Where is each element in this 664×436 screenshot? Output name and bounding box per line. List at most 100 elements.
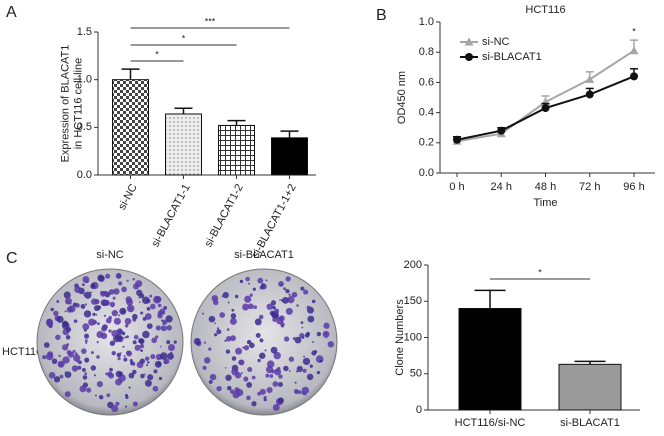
- colony: [226, 328, 230, 331]
- colony: [208, 315, 216, 323]
- colony: [280, 284, 283, 286]
- colony: [66, 301, 69, 305]
- colony: [203, 341, 207, 344]
- colony: [278, 281, 284, 287]
- colony: [311, 299, 316, 304]
- colony: [246, 381, 253, 388]
- colony: [252, 287, 256, 291]
- colony: [291, 291, 298, 298]
- colony: [299, 332, 305, 339]
- colony: [302, 368, 307, 373]
- colony: [105, 317, 112, 324]
- colony: [73, 319, 78, 323]
- significance-label: ***: [205, 16, 216, 26]
- bar: [558, 363, 622, 411]
- x-axis-label: Time: [533, 197, 557, 209]
- colony: [147, 374, 154, 381]
- y-tick-label: 150: [404, 295, 422, 307]
- colony: [66, 326, 72, 333]
- y-tick-label: 200: [404, 259, 422, 271]
- colony: [140, 373, 145, 379]
- colony: [249, 293, 253, 297]
- colony: [292, 337, 296, 341]
- colony: [96, 341, 99, 344]
- colony: [158, 376, 163, 381]
- x-tick-label: 0 h: [449, 181, 464, 193]
- colony: [285, 288, 290, 294]
- colony: [66, 306, 73, 313]
- y-tick-label: 0.0: [77, 169, 92, 181]
- colony: [82, 276, 90, 284]
- colony: [64, 391, 71, 398]
- colony: [230, 335, 236, 342]
- bar: [218, 124, 255, 176]
- x-tick-label: 96 h: [623, 181, 644, 193]
- colony: [216, 385, 222, 392]
- y-axis-label: Expression of BLACAT1: [59, 45, 71, 163]
- colony: [214, 322, 216, 325]
- colony: [118, 281, 123, 286]
- marker: [629, 46, 639, 55]
- colony: [78, 360, 82, 365]
- colony: [307, 315, 315, 323]
- colony: [115, 272, 122, 279]
- colony: [56, 315, 64, 323]
- colony: [234, 294, 239, 299]
- colony: [140, 349, 143, 353]
- colony: [115, 401, 120, 406]
- colony: [96, 380, 104, 388]
- y-tick-label: 1.0: [419, 16, 434, 28]
- colony: [265, 373, 270, 378]
- legend-label: si-NC: [482, 36, 510, 48]
- colony: [144, 313, 152, 320]
- colony: [266, 386, 273, 394]
- colony: [90, 365, 97, 371]
- colony: [285, 276, 291, 282]
- colony: [282, 296, 289, 304]
- colony: [109, 301, 116, 308]
- colony: [82, 283, 85, 287]
- colony: [261, 283, 265, 286]
- colony: [55, 334, 61, 341]
- colony: [288, 356, 295, 362]
- colony: [108, 372, 115, 379]
- colony: [126, 279, 129, 282]
- colony: [155, 335, 159, 339]
- colony: [301, 326, 304, 329]
- y-tick-label: 0.6: [419, 76, 434, 88]
- colony: [266, 303, 273, 310]
- colony: [279, 299, 281, 301]
- marker: [453, 135, 461, 144]
- colony: [115, 378, 122, 386]
- colony: [163, 306, 168, 310]
- colony: [96, 355, 100, 359]
- panel-label: B: [376, 7, 387, 24]
- colony: [303, 355, 306, 358]
- significance-label: *: [182, 33, 186, 43]
- y-tick-label: 50: [410, 368, 422, 380]
- colony: [132, 401, 138, 407]
- colony: [253, 305, 258, 310]
- colony: [82, 323, 90, 331]
- colony: [134, 344, 141, 351]
- colony: [224, 367, 227, 369]
- colony: [132, 277, 136, 281]
- colony: [216, 327, 220, 330]
- y-tick-label: 0.0: [419, 167, 434, 179]
- colony: [226, 336, 232, 342]
- y-tick-label: 1.0: [77, 74, 92, 86]
- colony: [173, 340, 177, 344]
- colony: [53, 310, 59, 317]
- colony: [126, 304, 135, 313]
- colony: [306, 373, 314, 381]
- colony: [101, 325, 107, 332]
- colony: [229, 317, 237, 325]
- colony: [239, 279, 244, 284]
- colony: [103, 314, 107, 317]
- colony: [153, 369, 158, 374]
- colony: [157, 310, 164, 316]
- colony: [160, 325, 167, 332]
- colony: [155, 325, 161, 331]
- colony: [294, 336, 302, 344]
- colony: [287, 296, 295, 304]
